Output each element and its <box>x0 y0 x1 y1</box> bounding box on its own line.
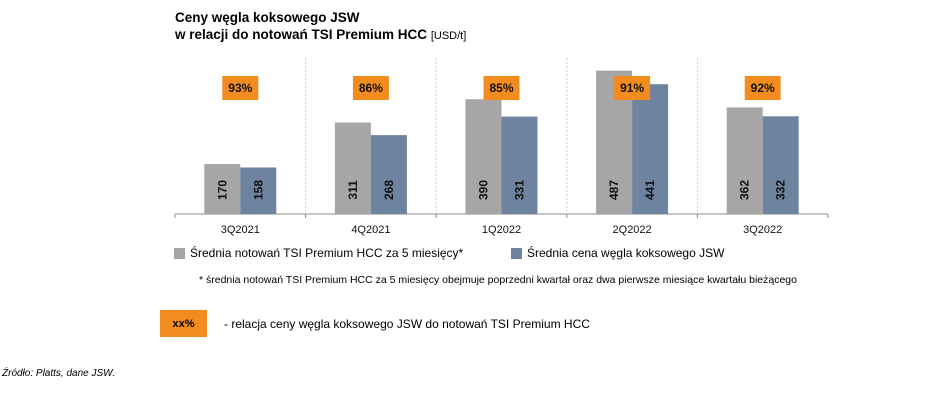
bar-jsw <box>370 135 407 214</box>
chart-title: Ceny węgla koksowego JSW w relacji do no… <box>175 9 466 45</box>
footnote: * średnia notowań TSI Premium HCC za 5 m… <box>199 274 797 286</box>
bar-tsi <box>204 163 241 214</box>
data-label-tsi: 390 <box>477 180 491 200</box>
ratio-badge-label: 86% <box>359 81 383 95</box>
chart-title-line1: Ceny węgla koksowego JSW <box>175 10 360 25</box>
bar-jsw <box>501 116 538 214</box>
ratio-badge <box>614 76 651 100</box>
legend-swatch-jsw <box>511 247 522 259</box>
data-label-jsw: 158 <box>251 180 265 200</box>
x-tick-label: 3Q2021 <box>221 224 260 236</box>
bar-tsi <box>465 99 502 214</box>
ratio-badge <box>222 76 259 100</box>
legend-item-tsi: Średnia notowań TSI Premium HCC za 5 mie… <box>174 246 463 260</box>
ratio-key-text: - relacja ceny węgla koksowego JSW do no… <box>224 317 590 331</box>
data-label-tsi: 487 <box>607 180 621 200</box>
ratio-badge-label: 85% <box>489 81 513 95</box>
bar-tsi <box>726 107 763 214</box>
x-tick-label: 1Q2022 <box>482 224 521 236</box>
ratio-key-box: xx% <box>160 310 207 337</box>
bar-jsw <box>240 167 277 214</box>
chart-unit: [USD/t] <box>430 30 467 42</box>
data-label-jsw: 268 <box>382 180 396 200</box>
legend-swatch-tsi <box>174 247 185 259</box>
x-tick-label: 4Q2021 <box>351 224 390 236</box>
ratio-badge-label: 93% <box>228 81 252 95</box>
ratio-badge-label: 91% <box>620 81 644 95</box>
chart-title-main: w relacji do notowań TSI Premium HCC <box>175 27 428 42</box>
x-tick-label: 3Q2022 <box>743 224 782 236</box>
legend-item-jsw: Średnia cena węgla koksowego JSW <box>511 246 724 260</box>
ratio-badge <box>352 76 389 100</box>
x-tick-label: 2Q2022 <box>613 224 652 236</box>
source-note: Źródło: Platts, dane JSW. <box>2 368 116 379</box>
bar-jsw <box>762 116 799 214</box>
bar-chart: 170 158 93% 3Q2021 311 268 86% 4Q2021 390 331 85% 1… <box>174 58 829 236</box>
bar-tsi <box>334 122 371 214</box>
data-label-jsw: 441 <box>643 180 657 200</box>
chart-title-line2: w relacji do notowań TSI Premium HCC [US… <box>175 26 466 45</box>
data-label-jsw: 332 <box>774 180 788 200</box>
ratio-badge-label: 92% <box>751 81 775 95</box>
bar-jsw <box>632 84 669 214</box>
data-label-tsi: 170 <box>215 180 229 200</box>
legend-label-tsi: Średnia notowań TSI Premium HCC za 5 mie… <box>190 246 464 260</box>
data-label-jsw: 331 <box>513 180 527 200</box>
ratio-badge <box>744 76 781 100</box>
ratio-badge <box>483 76 520 100</box>
data-label-tsi: 311 <box>346 180 360 200</box>
data-label-tsi: 362 <box>738 180 752 200</box>
legend-label-jsw: Średnia cena węgla koksowego JSW <box>527 246 725 260</box>
